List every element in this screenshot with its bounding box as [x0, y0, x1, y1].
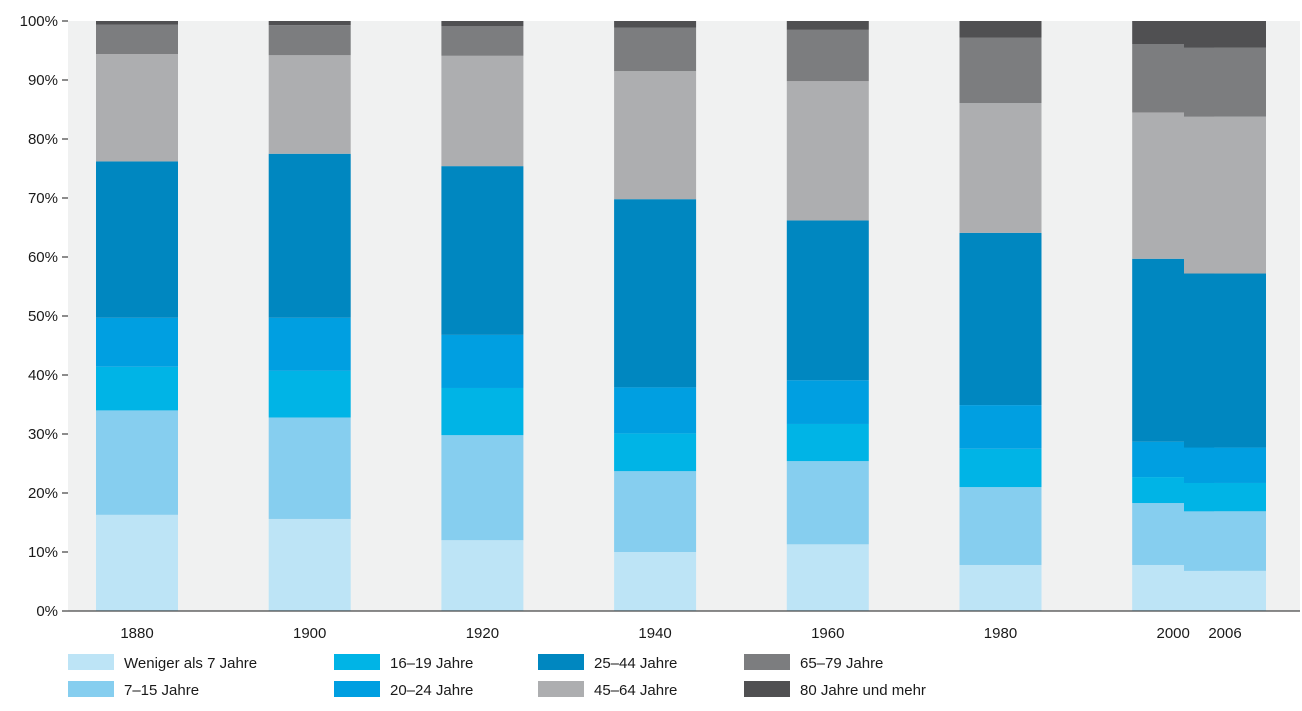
bar-segment	[1184, 482, 1266, 512]
y-tick-label: 50%	[28, 308, 58, 325]
legend-label: 25–44 Jahre	[594, 655, 677, 672]
legend-label: Weniger als 7 Jahre	[124, 655, 257, 672]
bar-segment	[959, 37, 1042, 104]
bar-segment	[959, 448, 1042, 488]
x-tick-label: 1900	[293, 625, 326, 642]
legend-swatch	[538, 681, 584, 697]
bar-segment	[786, 220, 869, 381]
bar-segment	[614, 21, 697, 28]
legend-label: 80 Jahre und mehr	[800, 682, 926, 699]
bar-segment	[268, 153, 351, 318]
bar-segment	[614, 433, 697, 472]
bar-segment	[959, 487, 1042, 565]
bar-segment	[959, 103, 1042, 233]
x-tick-label: 2006	[1208, 625, 1241, 642]
x-tick-label: 1920	[466, 625, 499, 642]
y-tick-label: 0%	[36, 603, 58, 620]
bar-segment	[441, 540, 524, 611]
bar-segment	[268, 55, 351, 154]
bar-segment	[786, 21, 869, 30]
x-tick-label: 1880	[120, 625, 153, 642]
bar-segment	[268, 417, 351, 519]
bars	[96, 21, 1266, 611]
bar-segment	[441, 435, 524, 541]
bar-segment	[1184, 21, 1266, 48]
bar-segment	[96, 21, 178, 25]
legend-label: 65–79 Jahre	[800, 655, 883, 672]
y-tick-label: 60%	[28, 249, 58, 266]
bar-segment	[268, 25, 351, 56]
bar-segment	[441, 334, 524, 388]
bar-segment	[786, 423, 869, 462]
y-axis: 0% 10% 20% 30% 40% 50% 60% 70% 80% 90% 100%	[20, 13, 68, 620]
bar-segment	[96, 161, 178, 318]
bar-segment	[268, 518, 351, 611]
legend-swatch	[538, 654, 584, 670]
bar-segment	[614, 552, 697, 611]
bar-segment	[441, 26, 524, 56]
bar-segment	[614, 199, 697, 388]
bar-segment	[786, 29, 869, 82]
y-tick-label: 40%	[28, 367, 58, 384]
bar-segment	[786, 544, 869, 611]
bar-segment	[1184, 570, 1266, 611]
y-tick-label: 80%	[28, 131, 58, 148]
legend-swatch	[334, 681, 380, 697]
x-axis: 1880 1900 1920 1940 1960 1980 2000 2006	[120, 625, 1241, 642]
bar-segment	[1184, 116, 1266, 274]
bar-segment	[614, 71, 697, 200]
bar-segment	[1184, 511, 1266, 571]
bar-segment	[1184, 47, 1266, 117]
bar-segment	[786, 380, 869, 424]
bar-segment	[96, 24, 178, 55]
bar-segment	[1184, 273, 1266, 448]
bar-segment	[441, 21, 524, 27]
bar-segment	[786, 461, 869, 545]
bar-segment	[959, 232, 1042, 406]
bar-segment	[786, 81, 869, 221]
bar-segment	[959, 21, 1042, 38]
x-tick-label: 1960	[811, 625, 844, 642]
bar-segment	[96, 366, 178, 411]
bar-segment	[268, 21, 351, 26]
legend-swatch	[68, 681, 114, 697]
bar-segment	[441, 387, 524, 436]
bar-segment	[96, 514, 178, 611]
legend-label: 7–15 Jahre	[124, 682, 199, 699]
bar-segment	[614, 387, 697, 434]
legend-swatch	[334, 654, 380, 670]
legend-label: 45–64 Jahre	[594, 682, 677, 699]
bar-segment	[1184, 447, 1266, 483]
bar-segment	[959, 405, 1042, 449]
y-tick-label: 100%	[20, 13, 58, 30]
legend-swatch	[744, 681, 790, 697]
legend-swatch	[68, 654, 114, 670]
bar-segment	[268, 317, 351, 371]
y-tick-label: 20%	[28, 485, 58, 502]
bar-segment	[96, 54, 178, 162]
bar-segment	[96, 410, 178, 515]
y-tick-label: 70%	[28, 190, 58, 207]
y-tick-label: 10%	[28, 544, 58, 561]
bar-segment	[441, 166, 524, 335]
legend-label: 16–19 Jahre	[390, 655, 473, 672]
y-tick-label: 90%	[28, 72, 58, 89]
legend: Weniger als 7 Jahre 7–15 Jahre 16–19 Jahre…	[68, 654, 926, 699]
y-tick-label: 30%	[28, 426, 58, 443]
x-tick-label: 1940	[638, 625, 671, 642]
legend-label: 20–24 Jahre	[390, 682, 473, 699]
bar-segment	[96, 317, 178, 367]
x-tick-label: 2000	[1157, 625, 1190, 642]
bar-segment	[614, 471, 697, 552]
bar-segment	[614, 27, 697, 72]
bar-segment	[268, 370, 351, 418]
bar-segment	[441, 55, 524, 167]
legend-swatch	[744, 654, 790, 670]
x-tick-label: 1980	[984, 625, 1017, 642]
bar-segment	[959, 564, 1042, 611]
